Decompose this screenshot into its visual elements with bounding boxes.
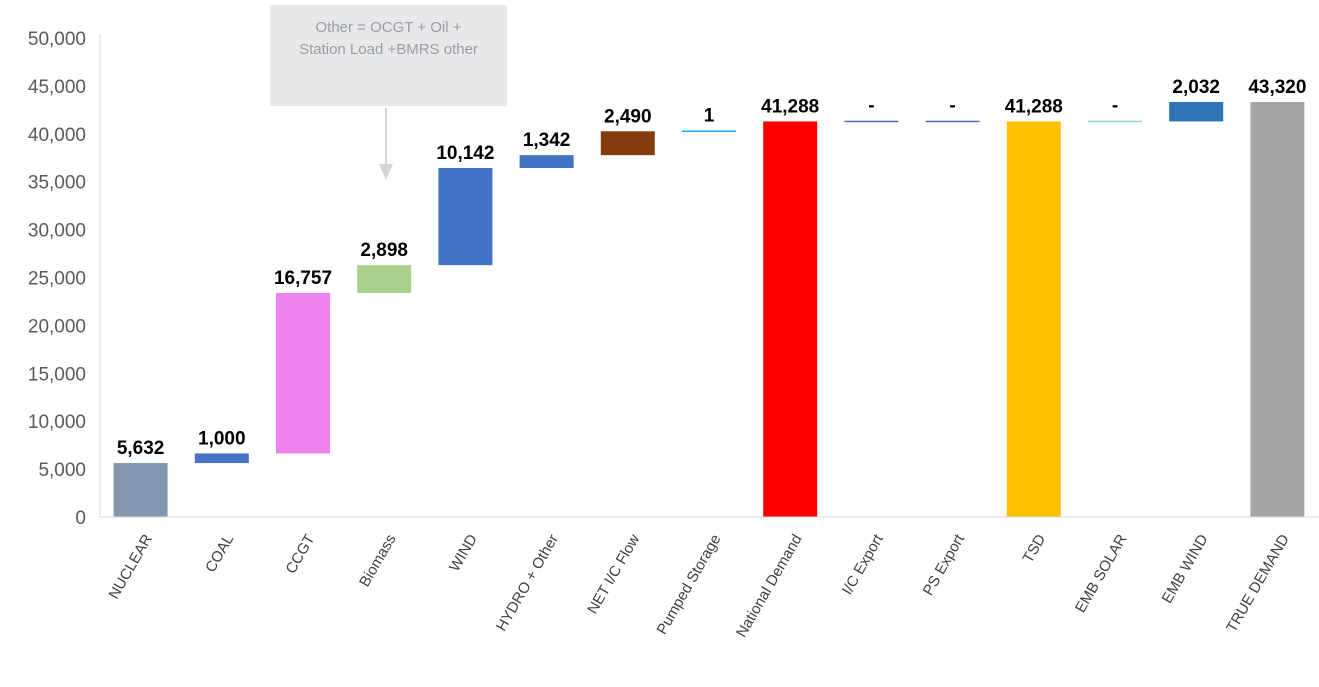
bar <box>1006 121 1061 517</box>
y-tick-label: 50,000 <box>28 29 86 50</box>
y-tick-label: 35,000 <box>28 173 86 194</box>
y-tick-label: 15,000 <box>28 364 86 385</box>
x-axis: NUCLEAR COAL CCGT Biomass WIND HYDRO + Other N… <box>100 516 1319 641</box>
x-tick-label: NUCLEAR <box>105 531 156 602</box>
x-tick-label: EMB SOLAR <box>1072 531 1131 615</box>
data-label: 16,757 <box>274 268 332 289</box>
y-axis: 0 5,000 10,000 15,000 20,000 25,000 30,000 35,0… <box>28 29 101 529</box>
bar <box>600 131 655 156</box>
y-tick-label: 5,000 <box>38 460 86 481</box>
bar <box>438 168 493 266</box>
y-tick-label: 10,000 <box>28 412 86 433</box>
data-label: - <box>868 96 874 117</box>
bar <box>763 121 818 517</box>
data-label: 1 <box>704 106 715 127</box>
data-label: - <box>949 96 955 117</box>
x-tick-label: CCGT <box>282 532 318 577</box>
bars <box>113 101 1305 518</box>
data-label: 41,288 <box>1005 96 1063 117</box>
y-tick-label: 45,000 <box>28 77 86 98</box>
bar <box>113 463 168 517</box>
x-tick-label: EMB WIND <box>1159 531 1212 606</box>
data-label: 2,032 <box>1172 77 1220 98</box>
bar <box>1169 101 1224 122</box>
x-tick-label: Biomass <box>356 532 399 590</box>
x-tick-label: HYDRO + Other <box>493 531 562 634</box>
y-tick-label: 25,000 <box>28 269 86 290</box>
data-label: 1,342 <box>523 130 571 151</box>
bar <box>276 292 330 454</box>
bar <box>1088 120 1142 123</box>
data-labels: 5,632 1,000 16,757 2,898 10,142 1,342 2,490 1 41… <box>117 77 1307 459</box>
data-label: 41,288 <box>761 96 819 117</box>
data-label: 2,490 <box>604 106 652 127</box>
data-label: 2,898 <box>360 240 408 261</box>
bar <box>1250 101 1305 518</box>
x-tick-label: PS Export <box>920 531 969 599</box>
y-tick-label: 40,000 <box>28 125 86 146</box>
x-tick-label: TSD <box>1020 531 1050 566</box>
x-tick-label: I/C Export <box>839 531 887 598</box>
x-tick-label: TRUE DEMAND <box>1223 531 1293 635</box>
y-tick-label: 20,000 <box>28 316 86 337</box>
x-tick-label: COAL <box>202 532 237 576</box>
data-label: 1,000 <box>198 428 246 449</box>
x-tick-label: Pumped Storage <box>653 532 724 638</box>
bar <box>682 130 736 133</box>
bar <box>844 120 899 123</box>
data-label: 10,142 <box>436 143 494 164</box>
bar <box>925 120 980 123</box>
data-label: - <box>1112 96 1118 117</box>
bar <box>194 453 249 464</box>
data-label: 5,632 <box>117 438 165 459</box>
x-tick-label: NET I/C Flow <box>584 531 643 617</box>
y-tick-label: 0 <box>75 508 86 529</box>
bar <box>357 265 412 293</box>
data-label: 43,320 <box>1248 77 1306 98</box>
callout-annotation: Other = OCGT + Oil + Station Load +BMRS … <box>270 5 507 106</box>
x-tick-label: WIND <box>446 531 481 574</box>
callout-arrow <box>379 108 393 180</box>
bar <box>519 155 574 169</box>
y-tick-label: 30,000 <box>28 221 86 242</box>
x-tick-label: National Demand <box>733 532 806 641</box>
arrow-head <box>379 164 393 180</box>
